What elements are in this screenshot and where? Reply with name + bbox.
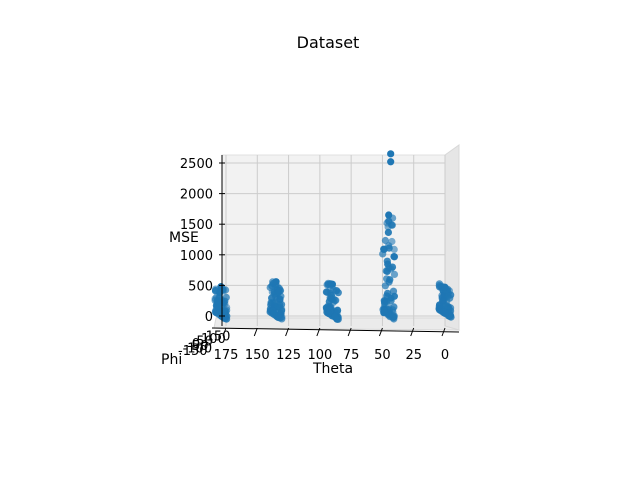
x-tick-mark <box>222 327 227 337</box>
x-tick-mark <box>378 327 383 337</box>
data-point <box>380 245 388 253</box>
y-axis-label: Phi <box>161 352 182 368</box>
data-point <box>211 286 220 295</box>
data-point <box>270 310 278 318</box>
data-point <box>447 304 455 312</box>
data-point <box>390 245 398 253</box>
x-tick-mark <box>410 327 415 337</box>
x-axis-line <box>211 327 460 333</box>
data-point <box>334 306 342 315</box>
data-point <box>324 309 332 317</box>
z-tick-label: 2500 <box>180 157 213 172</box>
z-tick-label: 500 <box>188 279 213 294</box>
data-point <box>275 287 283 295</box>
data-point <box>387 265 395 273</box>
x-tick-mark <box>347 327 352 337</box>
data-point <box>323 281 331 289</box>
data-point <box>385 311 393 319</box>
data-point <box>272 278 280 286</box>
data-point <box>383 219 391 227</box>
x-tick-label: 125 <box>276 348 301 363</box>
data-point <box>276 303 284 311</box>
data-point <box>435 301 444 309</box>
data-points <box>211 150 455 323</box>
data-point <box>385 211 393 219</box>
data-point <box>384 228 392 236</box>
data-point <box>390 292 398 300</box>
data-point <box>380 307 388 315</box>
x-tick-label: 0 <box>441 348 449 363</box>
data-point <box>267 300 275 308</box>
z-tick-label: 1500 <box>180 218 213 233</box>
x-tick-label: 25 <box>405 348 422 363</box>
z-tick-label: 2000 <box>180 188 213 203</box>
data-point <box>387 150 395 158</box>
phi-tick-label: 0 <box>192 337 200 352</box>
data-point <box>334 289 342 297</box>
data-point <box>212 305 220 313</box>
z-tick-label: 0 <box>205 310 213 325</box>
phi-tick-label: 50 <box>196 334 213 349</box>
x-axis-label: Theta <box>312 361 353 377</box>
data-point <box>222 315 230 323</box>
z-axis-label: MSE <box>169 230 199 246</box>
data-point <box>276 295 284 303</box>
x-tick-label: 75 <box>343 348 360 363</box>
phi-tick-label: -50 <box>187 339 208 354</box>
data-point <box>386 276 394 284</box>
x-axis-ticks: 175 150 125 100 75 50 25 0 <box>214 327 449 363</box>
x-tick-mark <box>441 327 446 337</box>
x-tick-label: 100 <box>307 348 332 363</box>
phi-tick-label: 100 <box>201 332 226 347</box>
data-point <box>221 300 229 308</box>
data-point <box>328 280 336 288</box>
data-point <box>327 291 336 299</box>
data-point <box>390 270 399 278</box>
data-point <box>446 294 454 302</box>
phi-tick-label: 150 <box>206 330 231 345</box>
data-point <box>380 299 389 307</box>
data-point <box>388 237 396 246</box>
data-point <box>390 253 399 261</box>
x-tick-mark <box>285 327 290 337</box>
data-point <box>217 283 225 291</box>
x-tick-label: 50 <box>374 348 391 363</box>
z-tick-label: 1000 <box>180 249 213 264</box>
data-point <box>387 158 395 166</box>
data-point <box>442 309 450 317</box>
data-point <box>441 283 449 291</box>
data-point <box>390 303 398 311</box>
z-axis-ticks: 0 500 1000 1500 2000 2500 <box>180 157 225 325</box>
x-tick-mark <box>316 327 321 337</box>
data-point <box>213 297 221 305</box>
phi-tick-label: -150 <box>178 344 208 359</box>
data-point <box>438 292 446 300</box>
x-tick-label: 150 <box>245 348 270 363</box>
data-point <box>381 282 389 290</box>
x-tick-mark <box>253 327 258 337</box>
chart-title: Dataset <box>296 33 360 52</box>
data-point <box>381 236 389 245</box>
phi-tick-label: -100 <box>183 342 213 357</box>
data-point <box>331 313 339 321</box>
x-tick-label: 175 <box>214 348 239 363</box>
